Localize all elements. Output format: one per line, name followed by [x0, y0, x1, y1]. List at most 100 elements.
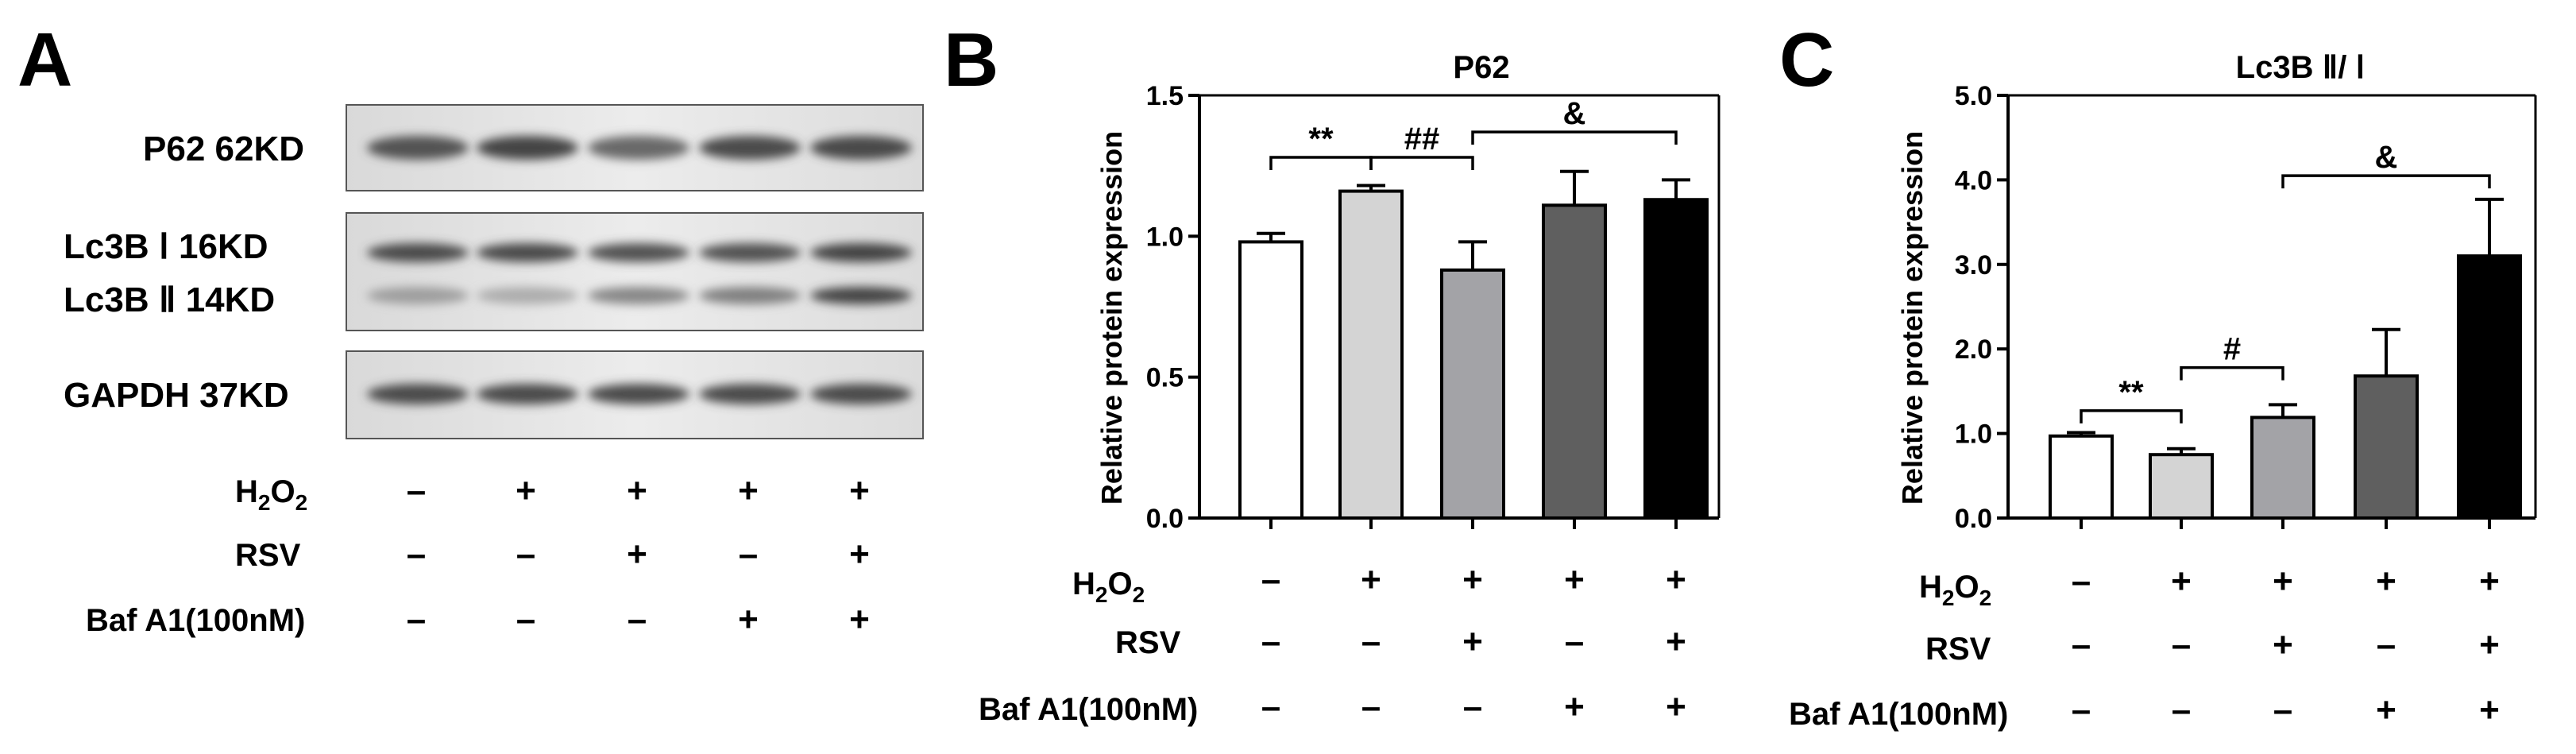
y-tick-label: 0.0	[1955, 504, 1992, 534]
condition-symbol: +	[2479, 625, 2500, 664]
condition-symbol: –	[1261, 687, 1280, 726]
chart-title-b: P62	[1453, 50, 1509, 85]
blot-band	[367, 243, 469, 262]
condition-symbol: –	[1565, 622, 1584, 661]
significance-label: &	[2375, 140, 2398, 175]
condition-symbol: +	[1462, 622, 1483, 661]
chart-title-c: Lc3B Ⅱ/ Ⅰ	[2236, 50, 2366, 85]
condition-label-h2o2: H2O2	[235, 474, 307, 515]
plot-area-b: 0.0 0.5 1.0 1.5 ** ## &	[1146, 81, 1721, 534]
bar	[1542, 203, 1607, 520]
condition-symbol: –	[516, 600, 535, 639]
condition-symbol: +	[1462, 560, 1483, 599]
blot-band	[477, 136, 578, 160]
condition-symbol: –	[407, 471, 426, 510]
condition-label-rsv: RSV	[235, 538, 301, 573]
condition-symbols-c: – + + + + – – + – + – – – + +	[2072, 562, 2500, 729]
condition-symbol: –	[407, 535, 426, 574]
condition-symbol: –	[407, 600, 426, 639]
condition-symbol: +	[2479, 562, 2500, 601]
condition-symbol: –	[1463, 687, 1482, 726]
condition-symbol: +	[627, 535, 647, 574]
significance-label: &	[1563, 96, 1586, 131]
significance-bracket	[1471, 130, 1678, 145]
blot-band	[588, 384, 689, 404]
bar	[1440, 268, 1505, 520]
significance-bracket	[1369, 156, 1474, 171]
significance-bracket	[2080, 409, 2183, 423]
condition-symbol: +	[2376, 690, 2396, 729]
condition-symbol: +	[627, 471, 647, 510]
blot-band	[810, 136, 912, 160]
blot-band	[699, 243, 801, 262]
condition-symbols-b: – + + + + – – + – + – – – + +	[1261, 560, 1686, 726]
condition-label-rsv-b: RSV	[1115, 625, 1181, 660]
condition-symbol: –	[1361, 622, 1381, 661]
bar	[2149, 453, 2214, 520]
significance-label: #	[2223, 332, 2241, 367]
blot-band	[477, 287, 578, 304]
lc3b-membrane	[346, 212, 924, 331]
blot-band	[699, 287, 801, 304]
significance-bracket	[1269, 156, 1373, 171]
condition-symbol: –	[2072, 562, 2091, 601]
chart-panel-c: C Lc3B Ⅱ/ Ⅰ Relative protein expression …	[1779, 17, 2537, 732]
condition-symbol: –	[1261, 560, 1280, 599]
condition-symbol: +	[1666, 622, 1686, 661]
condition-symbol: +	[849, 471, 870, 510]
condition-symbol: +	[849, 600, 870, 639]
blot-label-lc3b-ii: Lc3B Ⅱ 14KD	[64, 280, 275, 319]
bar	[2049, 434, 2114, 520]
significance-bracket	[2281, 174, 2491, 189]
blot-band	[810, 384, 912, 404]
condition-symbol: –	[1261, 622, 1280, 661]
y-tick-label: 1.0	[1146, 222, 1184, 252]
significance-label: **	[2118, 375, 2144, 410]
condition-symbol: –	[2273, 690, 2292, 729]
blot-band	[699, 384, 801, 404]
condition-symbol: +	[2171, 562, 2192, 601]
condition-label-rsv-c: RSV	[1925, 632, 1991, 667]
y-tick-label: 3.0	[1955, 250, 1992, 280]
condition-symbol: +	[2273, 562, 2293, 601]
condition-symbol: +	[1564, 560, 1585, 599]
y-axis-label-b: Relative protein expression	[1095, 131, 1128, 505]
panel-letter-b: B	[944, 17, 998, 102]
condition-symbol: +	[2479, 690, 2500, 729]
blot-band	[367, 287, 469, 304]
condition-symbol: –	[2377, 625, 2396, 664]
condition-symbol: –	[516, 535, 535, 574]
blot-band	[477, 384, 578, 404]
western-blot-panel: A P62 62KD Lc3B Ⅰ 16KD Lc3B Ⅱ 14KD GAPDH…	[17, 17, 924, 639]
blot-bands	[367, 136, 912, 404]
blot-label-p62: P62 62KD	[143, 130, 304, 168]
condition-symbol: +	[1666, 560, 1686, 599]
condition-symbols: – + + + + – – + – + – – – + +	[407, 471, 870, 639]
y-tick-label: 5.0	[1955, 81, 1992, 111]
condition-symbol: –	[2072, 690, 2091, 729]
bar	[2354, 374, 2419, 520]
panel-letter-a: A	[17, 17, 72, 102]
blot-band	[699, 136, 801, 160]
condition-label-h2o2-b: H2O2	[1072, 566, 1145, 607]
blot-band	[588, 243, 689, 262]
y-tick-label: 1.0	[1955, 420, 1992, 450]
y-tick-label: 4.0	[1955, 165, 1992, 195]
blot-band	[810, 287, 912, 304]
chart-panel-b: B P62 Relative protein expression 0.0 0.5…	[944, 17, 1721, 727]
y-tick-label: 1.5	[1146, 81, 1184, 111]
condition-symbol: +	[1666, 687, 1686, 726]
bar	[1643, 198, 1709, 520]
significance-bracket	[2180, 365, 2284, 381]
y-axis-label-c: Relative protein expression	[1896, 131, 1929, 505]
bar	[1338, 189, 1404, 520]
condition-symbol: –	[1361, 687, 1381, 726]
blot-band	[810, 243, 912, 262]
bar	[2250, 416, 2315, 520]
condition-symbol: –	[2172, 690, 2191, 729]
condition-symbol: –	[628, 600, 647, 639]
condition-symbol: +	[1361, 560, 1381, 599]
blot-label-lc3b-i: Lc3B Ⅰ 16KD	[64, 227, 268, 266]
condition-symbol: +	[1564, 687, 1585, 726]
